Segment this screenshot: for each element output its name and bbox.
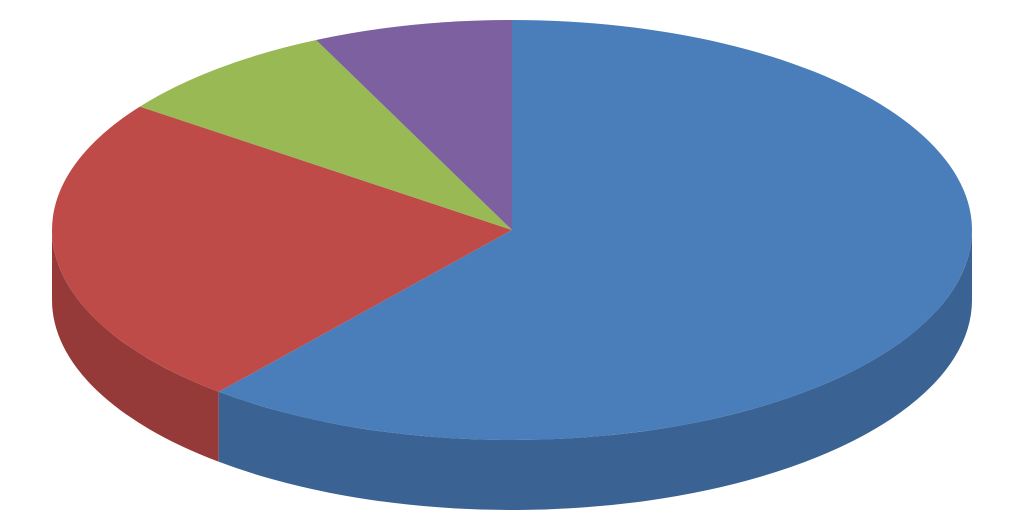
pie-chart-3d bbox=[0, 0, 1024, 519]
